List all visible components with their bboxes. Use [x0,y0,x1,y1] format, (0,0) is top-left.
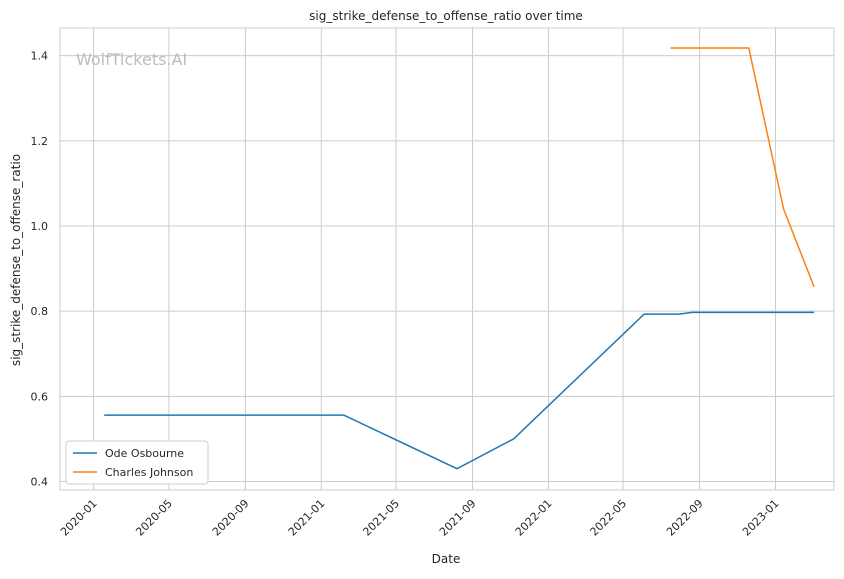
y-tick-label: 0.6 [31,390,49,403]
y-tick-label: 1.0 [31,220,49,233]
series-line-ode-osbourne [104,311,815,470]
y-axis-label: sig_strike_defense_to_offense_ratio [9,154,23,366]
chart-title: sig_strike_defense_to_offense_ratio over… [309,9,583,23]
y-tick-labels: 0.4 0.6 0.8 1.0 1.2 1.4 [31,50,49,489]
legend-label-charles-johnson: Charles Johnson [105,466,193,479]
plot-frame [59,27,835,491]
watermark-text: WolfTickets.AI [76,50,187,69]
y-tick-label: 0.8 [31,305,49,318]
series-lines [104,47,815,470]
y-tick-label: 0.4 [31,475,49,488]
legend: Ode Osbourne Charles Johnson [65,440,209,485]
y-tick-label: 1.4 [31,50,49,63]
legend-box [65,440,209,485]
legend-label-ode-osbourne: Ode Osbourne [105,447,184,460]
x-axis-label: Date [432,552,461,566]
series-line-charles-johnson [670,47,815,288]
y-tick-label: 1.2 [31,135,49,148]
